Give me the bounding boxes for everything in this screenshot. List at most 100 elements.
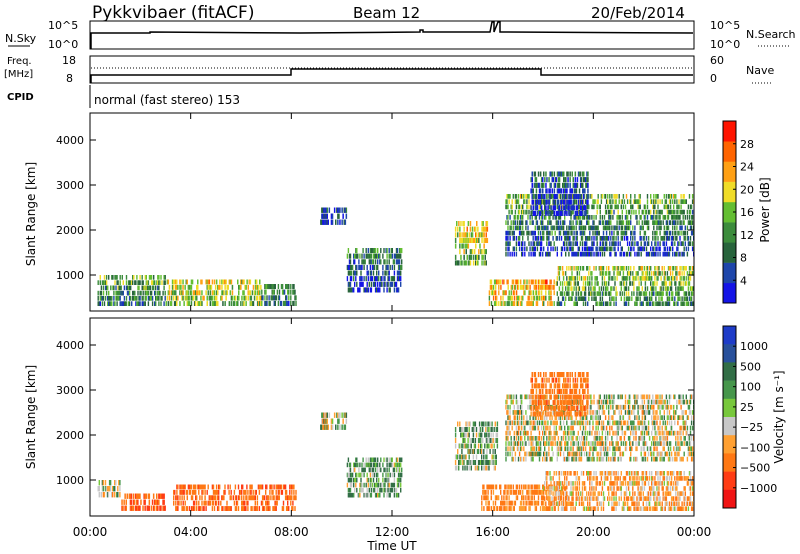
- range-cell: [570, 286, 572, 291]
- range-cell: [682, 301, 684, 306]
- range-cell: [591, 236, 593, 241]
- range-cell: [206, 284, 208, 290]
- range-cell: [507, 295, 509, 301]
- range-cell: [183, 484, 185, 490]
- range-cell: [186, 295, 188, 301]
- range-cell: [321, 418, 323, 424]
- range-cell: [666, 215, 669, 220]
- range-cell: [545, 425, 547, 431]
- range-cell: [655, 266, 657, 271]
- range-cell: [173, 301, 176, 306]
- range-cell: [646, 266, 649, 271]
- range-cell: [592, 241, 594, 246]
- range-cell: [554, 415, 556, 420]
- range-cell: [232, 301, 235, 306]
- range-cell: [579, 296, 582, 301]
- range-cell: [597, 404, 599, 410]
- range-cell: [543, 199, 545, 205]
- range-cell: [141, 275, 143, 280]
- range-cell: [513, 446, 515, 452]
- range-cell: [569, 296, 571, 301]
- range-cell: [354, 477, 356, 483]
- range-cell: [567, 410, 569, 415]
- range-cell: [569, 194, 571, 200]
- range-cell: [662, 220, 664, 225]
- range-cell: [566, 484, 568, 490]
- range-cell: [548, 177, 550, 183]
- range-cell: [586, 182, 588, 188]
- range-cell: [600, 194, 603, 199]
- range-cell: [149, 290, 152, 296]
- range-cell: [213, 506, 216, 511]
- range-cell: [576, 236, 578, 241]
- range-cell: [172, 290, 175, 296]
- range-cell: [145, 280, 147, 285]
- range-cell: [677, 220, 679, 225]
- range-cell: [495, 290, 497, 296]
- range-cell: [176, 484, 178, 490]
- range-cell: [188, 484, 191, 490]
- range-cell: [491, 421, 493, 427]
- range-cell: [353, 270, 355, 276]
- range-cell: [587, 171, 589, 177]
- range-cell: [533, 500, 535, 506]
- range-cell: [243, 301, 245, 306]
- range-cell: [620, 281, 622, 286]
- range-cell: [568, 436, 570, 441]
- range-cell: [519, 456, 522, 462]
- range-cell: [568, 230, 570, 236]
- range-cell: [535, 205, 538, 211]
- range-cell: [669, 246, 672, 252]
- range-cell: [189, 290, 192, 296]
- range-cell: [354, 487, 356, 493]
- range-cell: [631, 209, 633, 215]
- range-cell: [568, 286, 570, 291]
- range-cell: [680, 281, 682, 286]
- range-cell: [677, 230, 679, 236]
- range-cell: [238, 295, 240, 301]
- range-cell: [587, 194, 589, 200]
- range-cell: [548, 295, 550, 301]
- range-cell: [615, 236, 617, 241]
- range-cell: [515, 399, 518, 405]
- range-cell: [346, 276, 349, 282]
- range-cell: [535, 489, 538, 495]
- range-cell: [595, 425, 597, 431]
- range-cell: [540, 236, 543, 241]
- range-cell: [462, 232, 464, 238]
- range-cell: [520, 284, 522, 290]
- range-cell: [396, 457, 399, 463]
- range-cell: [534, 279, 537, 285]
- range-cell: [115, 480, 117, 486]
- range-cell: [583, 451, 586, 457]
- range-cell: [146, 290, 149, 296]
- range-cell: [585, 182, 587, 188]
- range-cell: [400, 487, 402, 493]
- range-cell: [589, 451, 591, 457]
- range-cell: [361, 467, 363, 473]
- range-cell: [488, 432, 490, 438]
- range-cell: [392, 482, 395, 488]
- range-cell: [523, 456, 525, 462]
- range-cell: [508, 495, 510, 501]
- range-cell: [546, 425, 548, 431]
- range-cell: [561, 271, 564, 276]
- range-cell: [531, 456, 533, 462]
- range-cell: [559, 230, 562, 236]
- range-cell: [237, 484, 240, 490]
- range-cell: [472, 454, 475, 460]
- range-cell: [535, 415, 538, 420]
- range-cell: [471, 232, 474, 238]
- range-cell: [400, 462, 402, 468]
- range-cell: [511, 399, 513, 405]
- range-cell: [637, 241, 639, 246]
- range-cell: [282, 500, 285, 506]
- range-cell: [461, 432, 463, 438]
- range-cell: [537, 441, 540, 446]
- range-cell: [224, 484, 226, 490]
- colorbar-tick-label: 20: [740, 183, 754, 196]
- range-cell: [391, 253, 393, 259]
- range-cell: [544, 205, 546, 211]
- range-cell: [532, 210, 534, 216]
